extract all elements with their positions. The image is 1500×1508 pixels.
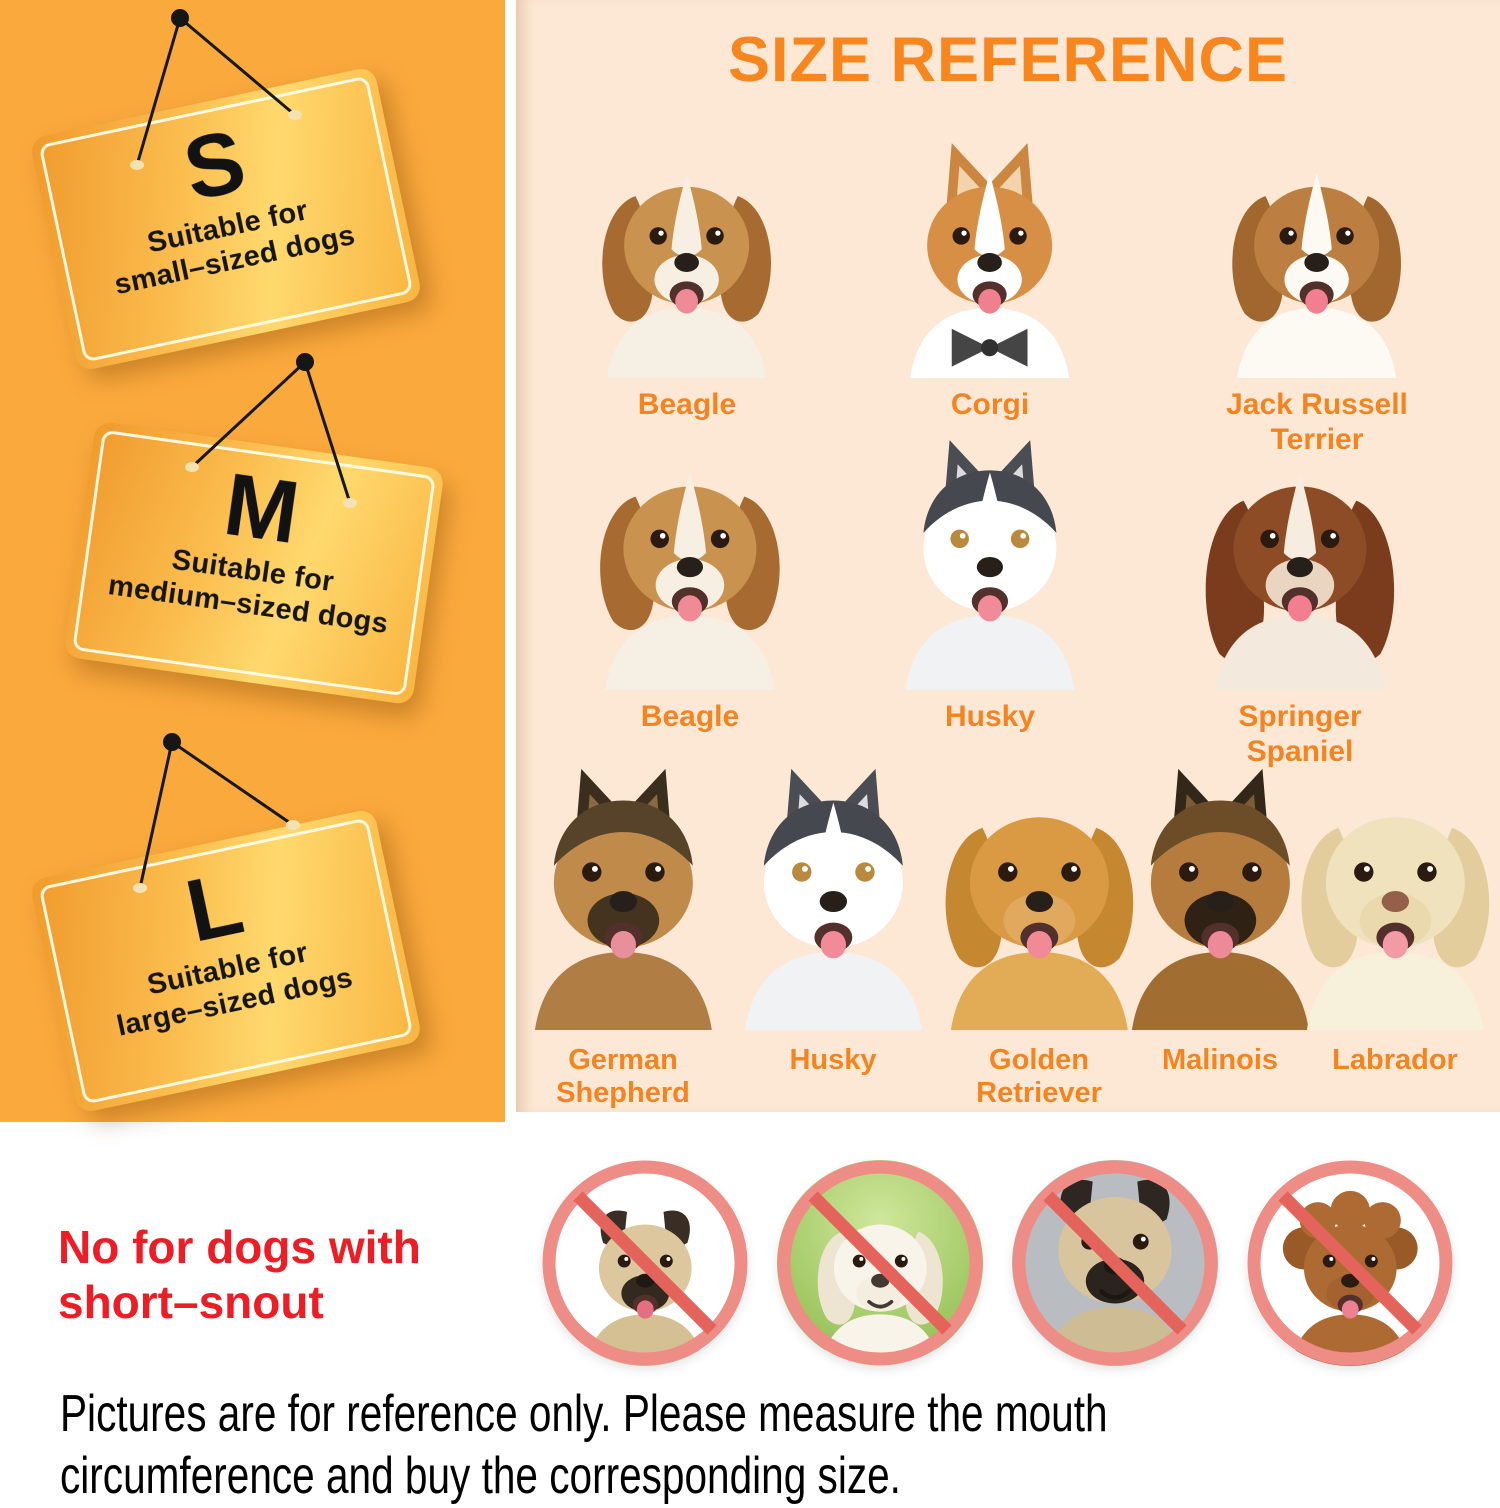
prohibition-icon: [777, 1160, 983, 1366]
dog-card-husky-medium: Husky: [834, 424, 1146, 735]
no-pug-circle: [542, 1160, 748, 1366]
breed-label: Husky: [789, 1044, 877, 1076]
breed-label: Beagle: [640, 700, 740, 733]
breed-label: Labrador: [1332, 1044, 1458, 1076]
size-tag-l: L Suitable for large–sized dogs: [28, 720, 468, 1120]
breed-label: Jack Russell Terrier: [1226, 388, 1408, 456]
dog-card-malinois: Malinois: [1115, 752, 1325, 1077]
page-title: SIZE REFERENCE: [727, 25, 1289, 95]
size-tag-card-s: S Suitable for small–sized dogs: [29, 66, 423, 372]
size-tags-panel: S Suitable for small–sized dogs M Suitab…: [0, 0, 505, 1122]
footer-note: Pictures are for reference only. Please …: [60, 1385, 1108, 1506]
dog-card-golden-retriever: Golden Retriever: [934, 752, 1144, 1111]
size-letter-m: M: [218, 453, 305, 563]
breed-label: Beagle: [637, 388, 737, 421]
no-toy-poodle-circle: [1247, 1160, 1453, 1366]
beagle-photo: [569, 424, 811, 690]
size-tag-s: S Suitable for small–sized dogs: [28, 2, 468, 382]
husky-photo: [869, 424, 1111, 690]
size-reference-panel: SIZE REFERENCE Beagle Corgi: [516, 0, 1500, 1112]
dog-card-husky-large: Husky: [728, 752, 938, 1077]
warning-text: No for dogs with short–snout: [58, 1221, 421, 1329]
breed-label: Corgi: [950, 388, 1030, 421]
dog-card-corgi: Corgi: [840, 128, 1140, 423]
dog-card-labrador: Labrador: [1290, 752, 1500, 1077]
dog-card-german-shepherd: German Shepherd: [518, 752, 728, 1111]
german-shepherd-photo: [497, 752, 750, 1030]
prohibition-icon: [1012, 1160, 1218, 1366]
no-fluffy-puppy-circle: [777, 1160, 983, 1366]
breed-label: Malinois: [1161, 1044, 1278, 1076]
dog-card-beagle-small: Beagle: [537, 128, 837, 423]
springer-spaniel-photo: [1179, 424, 1421, 690]
size-tag-m: M Suitable for medium–sized dogs: [50, 352, 480, 752]
size-tag-card-m: M Suitable for medium–sized dogs: [63, 420, 445, 706]
beagle-photo: [573, 128, 800, 378]
breed-label: Husky: [944, 700, 1036, 733]
dog-card-beagle-medium: Beagle: [540, 424, 840, 735]
prohibition-icon: [542, 1160, 748, 1366]
size-tag-card-l: L Suitable for large–sized dogs: [29, 808, 423, 1114]
husky-photo: [707, 752, 960, 1030]
prohibition-icon: [1247, 1160, 1453, 1366]
corgi-photo: [876, 128, 1103, 378]
breed-label: Golden Retriever: [976, 1044, 1102, 1110]
dog-card-springer-spaniel: Springer Spaniel: [1150, 424, 1450, 769]
breed-label: German Shepherd: [556, 1044, 690, 1110]
size-letter-s: S: [175, 110, 254, 220]
labrador-photo: [1269, 752, 1500, 1030]
golden-retriever-photo: [913, 752, 1166, 1030]
malinois-photo: [1094, 752, 1347, 1030]
jack-russell-photo: [1203, 128, 1430, 378]
dog-card-jack-russell: Jack Russell Terrier: [1157, 128, 1477, 457]
size-letter-l: L: [177, 852, 252, 961]
breed-label: Springer Spaniel: [1238, 700, 1362, 768]
no-pug-closeup-circle: [1012, 1160, 1218, 1366]
